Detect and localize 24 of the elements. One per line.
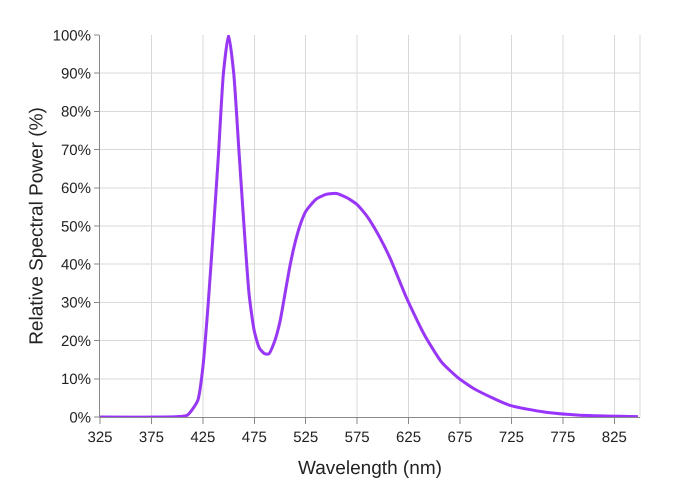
y-tick-label: 70% (60, 142, 91, 159)
x-tick-label: 825 (602, 429, 627, 446)
x-tick-label: 325 (87, 429, 113, 446)
y-axis-title: Relative Spectral Power (%) (26, 107, 48, 345)
y-tick-label: 50% (60, 218, 91, 236)
y-tick-label: 30% (60, 294, 91, 312)
x-tick-label: 525 (293, 429, 318, 446)
y-tick-label: 20% (60, 332, 91, 350)
x-tick-label: 675 (447, 429, 473, 446)
x-tick-label: 625 (396, 429, 422, 446)
y-tick-label: 100% (52, 27, 91, 44)
y-tick-label: 80% (60, 104, 91, 121)
y-tick-label: 40% (60, 256, 91, 274)
x-tick-label: 425 (190, 429, 216, 446)
y-tick-label: 60% (60, 180, 91, 198)
y-tick-label: 10% (60, 371, 91, 388)
x-tick-label: 575 (344, 429, 370, 446)
y-tick-label: 90% (60, 65, 91, 82)
x-tick-label: 375 (138, 429, 164, 446)
x-tick-label: 775 (550, 429, 576, 446)
x-tick-label: 475 (242, 429, 267, 446)
x-axis-title: Wavelength (nm) (298, 458, 442, 479)
y-tick-label: 0% (69, 409, 91, 426)
x-tick-label: 725 (498, 429, 524, 446)
